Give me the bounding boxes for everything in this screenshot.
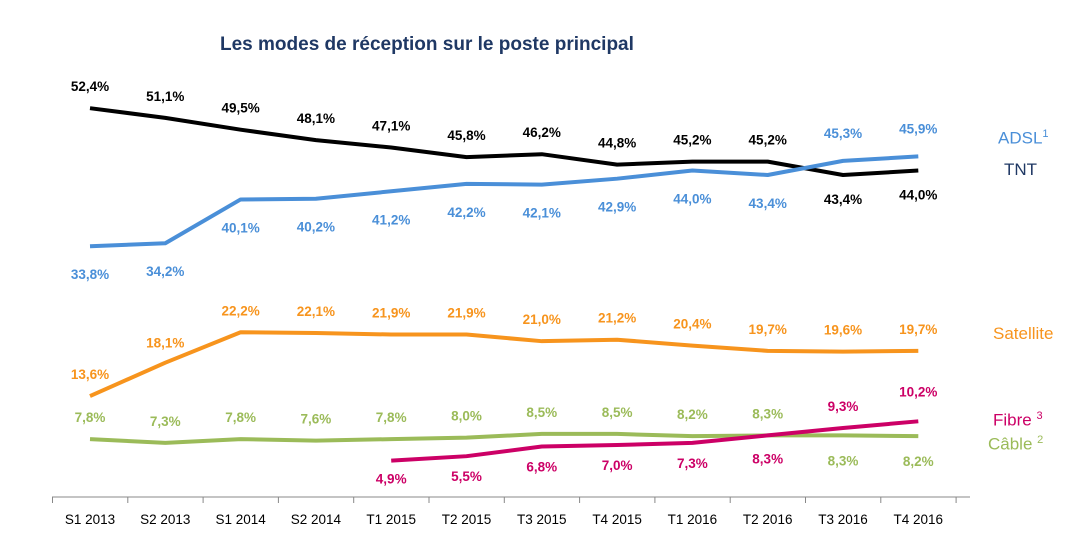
legend-label: ADSL	[998, 128, 1043, 148]
series-line-fibre	[391, 419, 919, 463]
data-label: 44,8%	[598, 136, 636, 151]
data-label: 49,5%	[221, 101, 259, 116]
legend-fibre: Fibre 3	[993, 410, 1043, 431]
data-label: 22,1%	[297, 304, 335, 319]
series-line-tnt	[89, 106, 919, 177]
x-tick-label: S2 2014	[291, 512, 342, 527]
x-tick-label: T4 2016	[894, 512, 944, 527]
data-label: 7,8%	[376, 410, 407, 425]
data-label: 33,8%	[71, 267, 109, 282]
x-tick-label: T3 2016	[818, 512, 868, 527]
x-tick-label: T3 2015	[517, 512, 567, 527]
data-label: 8,2%	[903, 454, 934, 469]
data-label: 13,6%	[71, 367, 109, 382]
x-tick-label: T2 2016	[743, 512, 793, 527]
data-label: 40,1%	[221, 220, 259, 235]
data-label: 42,2%	[447, 205, 485, 220]
data-label: 8,3%	[752, 406, 783, 421]
data-label: 21,9%	[447, 306, 485, 321]
data-label: 44,0%	[899, 188, 937, 203]
legend-sup: 2	[1037, 434, 1044, 446]
data-label: 10,2%	[899, 384, 937, 399]
data-label: 40,2%	[297, 220, 335, 235]
series-line-câble	[89, 431, 919, 445]
data-label: 19,7%	[749, 322, 787, 337]
x-tick-label: S1 2014	[215, 512, 266, 527]
data-label: 6,8%	[526, 460, 557, 475]
data-label: 41,2%	[372, 212, 410, 227]
data-label: 19,6%	[824, 323, 862, 338]
legend-sup: 1	[1042, 128, 1049, 140]
data-label: 46,2%	[523, 125, 561, 140]
data-label: 8,0%	[451, 409, 482, 424]
data-label: 22,2%	[221, 303, 259, 318]
data-label: 18,1%	[146, 336, 184, 351]
data-label: 51,1%	[146, 89, 184, 104]
data-label: 7,3%	[150, 414, 181, 429]
legend-tnt: TNT	[1004, 160, 1037, 180]
x-tick-label: T1 2016	[668, 512, 718, 527]
legend-cable: Câble 2	[988, 434, 1043, 455]
x-tick-label: T1 2015	[366, 512, 416, 527]
data-label: 7,6%	[301, 412, 332, 427]
data-label: 8,3%	[752, 451, 783, 466]
data-label: 45,9%	[899, 121, 937, 136]
data-label: 7,3%	[677, 456, 708, 471]
data-label: 7,8%	[225, 410, 256, 425]
data-label: 19,7%	[899, 322, 937, 337]
chart-title: Les modes de réception sur le poste prin…	[220, 34, 634, 55]
data-label: 21,9%	[372, 306, 410, 321]
data-label: 45,2%	[673, 133, 711, 148]
data-label: 34,2%	[146, 264, 184, 279]
data-label: 42,1%	[523, 206, 561, 221]
series-line-adsl	[89, 154, 919, 249]
legend-label: TNT	[1004, 160, 1038, 179]
data-label: 43,4%	[749, 196, 787, 211]
data-label: 43,4%	[824, 192, 862, 207]
data-label: 4,9%	[376, 472, 407, 487]
data-label: 9,3%	[828, 399, 859, 414]
legend-label: Fibre	[993, 410, 1032, 430]
legend-adsl: ADSL1	[998, 128, 1049, 149]
data-label: 8,3%	[828, 453, 859, 468]
x-tick-label: T4 2015	[592, 512, 642, 527]
data-label: 47,1%	[372, 119, 410, 134]
legend-sup: 3	[1036, 410, 1043, 422]
data-label: 7,8%	[75, 410, 106, 425]
legend-satellite: Satellite	[993, 324, 1053, 344]
data-label: 48,1%	[297, 111, 335, 126]
data-label: 8,5%	[602, 405, 633, 420]
data-label: 21,2%	[598, 311, 636, 326]
data-label: 45,2%	[749, 133, 787, 148]
data-label: 52,4%	[71, 79, 109, 94]
data-label: 7,0%	[602, 458, 633, 473]
x-tick-label: S1 2013	[65, 512, 115, 527]
legend-label: Satellite	[993, 324, 1054, 343]
x-tick-label: S2 2013	[140, 512, 190, 527]
data-label: 45,3%	[824, 126, 862, 141]
legend-label: Câble	[988, 434, 1033, 454]
data-label: 8,2%	[677, 407, 708, 422]
data-label: 44,0%	[673, 192, 711, 207]
data-label: 21,0%	[523, 312, 561, 327]
series-line-satellite	[89, 330, 919, 398]
data-label: 42,9%	[598, 200, 636, 215]
x-tick-label: T2 2015	[442, 512, 492, 527]
data-label: 20,4%	[673, 317, 711, 332]
data-label: 5,5%	[451, 469, 482, 484]
data-label: 8,5%	[526, 405, 557, 420]
data-label: 45,8%	[447, 128, 485, 143]
